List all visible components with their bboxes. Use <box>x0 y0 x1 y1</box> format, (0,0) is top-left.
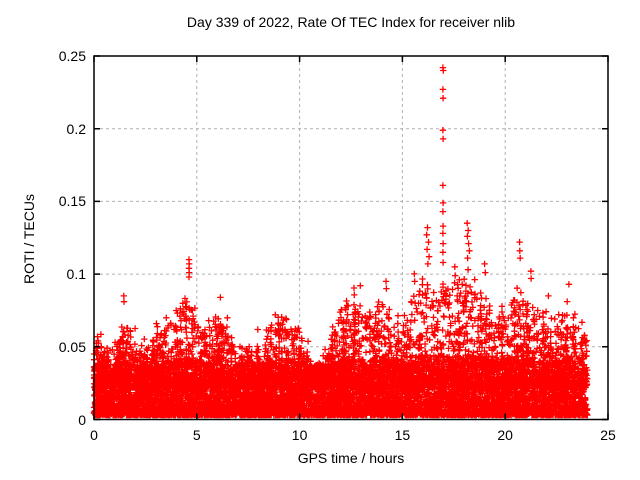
x-tick-label: 15 <box>394 427 411 443</box>
y-tick-label: 0.2 <box>66 120 86 137</box>
x-tick-label: 5 <box>192 427 201 443</box>
y-tick-label: 0 <box>78 411 86 428</box>
x-tick-label: 25 <box>600 427 616 443</box>
y-tick-label: 0.05 <box>58 338 86 355</box>
chart-title: Day 339 of 2022, Rate Of TEC Index for r… <box>186 14 516 30</box>
y-tick-label: 0.25 <box>58 48 86 64</box>
x-tick-label: 10 <box>291 427 308 443</box>
y-tick-label: 0.1 <box>66 266 86 283</box>
x-tick-label: 0 <box>90 427 98 443</box>
plot-border <box>93 55 609 421</box>
grid-lines <box>94 56 608 420</box>
data-points <box>90 64 591 419</box>
x-axis-label: GPS time / hours <box>297 450 405 466</box>
x-tick-label: 20 <box>497 427 513 443</box>
y-axis-label: ROTI / TECUs <box>21 194 37 284</box>
y-tick-label: 0.15 <box>58 193 86 210</box>
